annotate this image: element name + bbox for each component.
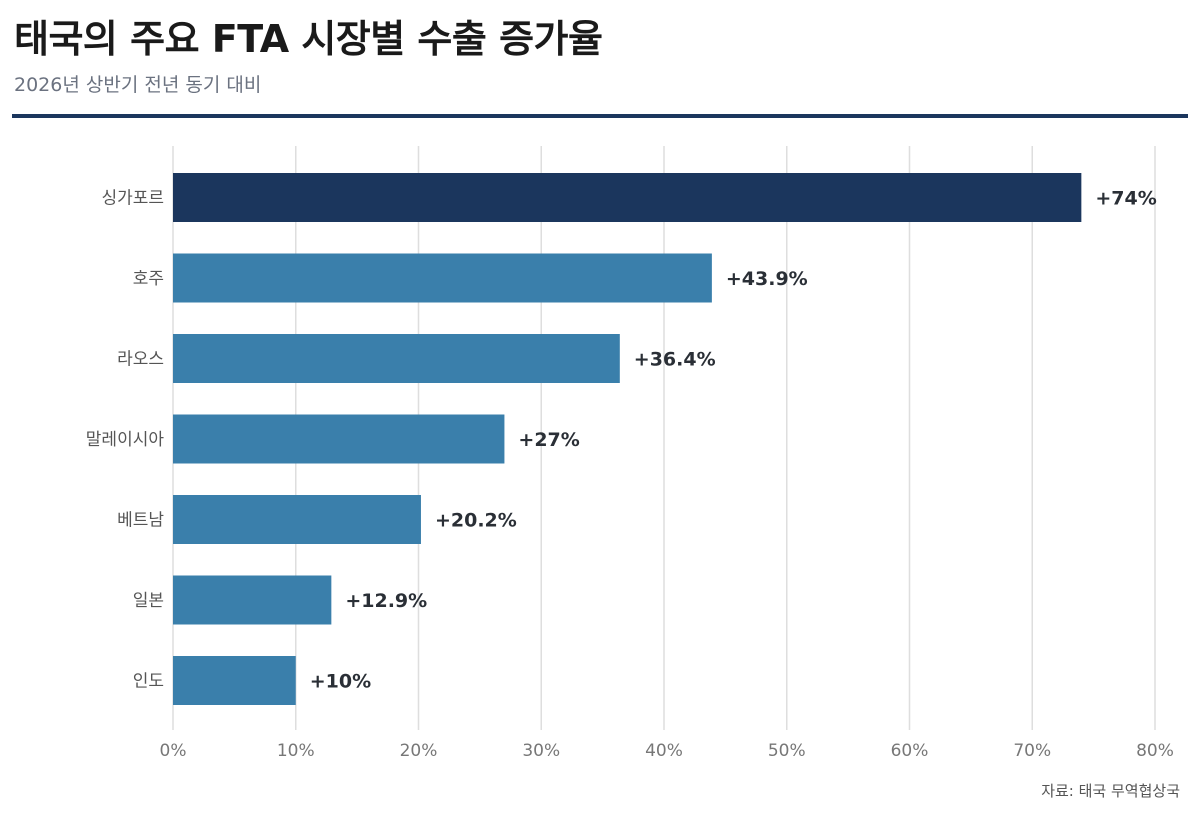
bar (173, 253, 712, 303)
bar (173, 575, 332, 625)
value-label: +74% (1095, 188, 1156, 210)
value-label: +43.9% (726, 268, 808, 290)
value-label: +12.9% (345, 590, 427, 612)
value-label: +10% (310, 671, 371, 693)
x-tick-label: 0% (160, 741, 187, 761)
bar (173, 334, 620, 383)
category-label: 호주 (133, 269, 164, 289)
x-tick-label: 60% (891, 741, 929, 761)
value-label: +36.4% (634, 349, 716, 371)
x-tick-label: 50% (768, 741, 806, 761)
value-label: +27% (518, 429, 579, 451)
page-title: 태국의 주요 FTA 시장별 수출 증가율 (14, 17, 603, 61)
x-tick-label: 40% (645, 741, 683, 761)
category-label: 인도 (133, 672, 164, 692)
bar (173, 414, 505, 464)
source-note: 자료: 태국 무역협상국 (1041, 782, 1180, 800)
bar (173, 656, 296, 705)
category-label: 라오스 (117, 350, 164, 370)
category-label: 일본 (133, 591, 164, 611)
page-subtitle: 2026년 상반기 전년 동기 대비 (14, 74, 262, 96)
x-tick-label: 70% (1013, 741, 1051, 761)
bar-layer (173, 173, 1082, 705)
value-label: +20.2% (435, 510, 517, 532)
label-layer: 0% 10% 20% 30% 40% 50% 60% 70% 80% 싱가포르 +74% 호주 +43.… (86, 188, 1174, 762)
category-label: 말레이시아 (86, 430, 165, 450)
bar (173, 495, 421, 544)
category-label: 싱가포르 (101, 189, 164, 209)
category-label: 베트남 (117, 511, 164, 531)
x-tick-label: 10% (277, 741, 315, 761)
title-divider (12, 114, 1188, 118)
x-tick-label: 20% (400, 741, 438, 761)
x-tick-label: 30% (522, 741, 560, 761)
x-tick-label: 80% (1136, 741, 1174, 761)
bar (173, 173, 1082, 222)
